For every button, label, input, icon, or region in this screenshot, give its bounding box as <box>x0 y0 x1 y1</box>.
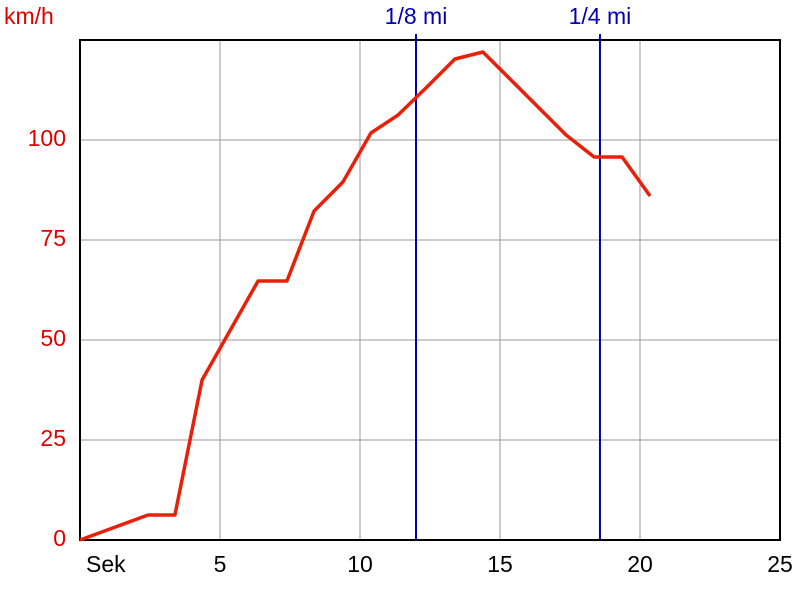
x-tick-label: 15 <box>487 551 513 577</box>
distance-marker-label: 1/8 mi <box>385 3 448 29</box>
y-tick-label: 25 <box>40 425 66 451</box>
x-tick-label: 25 <box>767 551 793 577</box>
x-tick-label: 20 <box>627 551 653 577</box>
speed-line <box>79 50 652 542</box>
plot-frame <box>79 39 781 541</box>
y-tick-label: 75 <box>40 225 66 251</box>
y-tick-label: 50 <box>40 325 66 351</box>
y-tick-label: 0 <box>53 525 66 551</box>
x-tick-label: Sek <box>86 551 126 577</box>
x-tick-label: 10 <box>347 551 373 577</box>
distance-marker-label: 1/4 mi <box>569 3 632 29</box>
y-axis-label: km/h <box>4 3 54 29</box>
y-tick-label: 100 <box>28 125 66 151</box>
x-tick-label: 5 <box>214 551 227 577</box>
